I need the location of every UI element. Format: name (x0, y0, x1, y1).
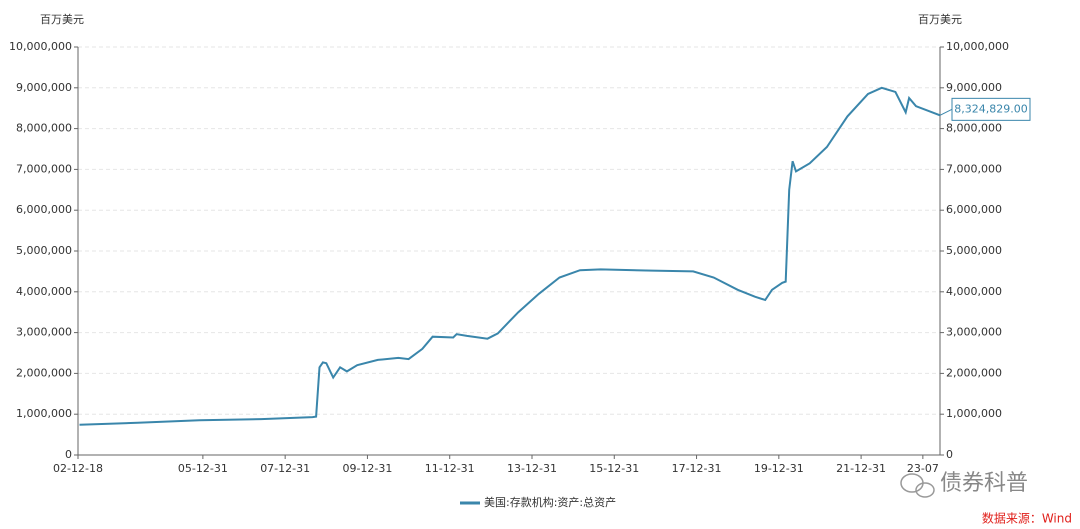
y2-tick-label: 8,000,000 (946, 122, 1002, 135)
y-tick-label: 6,000,000 (16, 203, 72, 216)
watermark-icon (900, 473, 935, 498)
x-tick-label: 05-12-31 (178, 462, 228, 475)
x-tick-label: 09-12-31 (342, 462, 392, 475)
y2-axis-label: 百万美元 (918, 13, 962, 26)
legend-label: 美国:存款机构:资产:总资产 (484, 495, 616, 509)
annotation-leader (939, 108, 953, 116)
watermark: 债券科普 (940, 471, 1028, 496)
y2-tick-label: 7,000,000 (946, 162, 1002, 175)
x-tick-label: 23-07 (907, 462, 939, 475)
y-tick-label: 2,000,000 (16, 366, 72, 379)
y2-tick-label: 4,000,000 (946, 285, 1002, 298)
y-tick-label: 10,000,000 (9, 40, 72, 53)
y2-tick-label: 0 (946, 448, 953, 461)
y2-tick-label: 2,000,000 (946, 366, 1002, 379)
y-tick-label: 9,000,000 (16, 81, 72, 94)
y-axis-label: 百万美元 (40, 13, 84, 26)
y2-tick-label: 3,000,000 (946, 326, 1002, 339)
x-tick-label: 13-12-31 (507, 462, 557, 475)
x-tick-label: 21-12-31 (836, 462, 886, 475)
y-tick-label: 3,000,000 (16, 326, 72, 339)
y-tick-label: 5,000,000 (16, 244, 72, 257)
y2-tick-label: 5,000,000 (946, 244, 1002, 257)
x-tick-label: 07-12-31 (260, 462, 310, 475)
y2-tick-label: 6,000,000 (946, 203, 1002, 216)
annotation-box (951, 97, 1031, 121)
y2-tick-label: 9,000,000 (946, 81, 1002, 94)
y-tick-label: 7,000,000 (16, 162, 72, 175)
y-tick-label: 4,000,000 (16, 285, 72, 298)
series-line (79, 86, 941, 426)
y-tick-label: 8,000,000 (16, 122, 72, 135)
x-tick-label: 02-12-18 (53, 462, 103, 475)
y2-tick-label: 1,000,000 (946, 407, 1002, 420)
annotation-label: 8,324,829.00 (954, 102, 1027, 115)
y-tick-label: 0 (65, 448, 72, 461)
x-tick-label: 15-12-31 (589, 462, 639, 475)
x-tick-label: 17-12-31 (672, 462, 722, 475)
y2-tick-label: 10,000,000 (946, 40, 1009, 53)
source: 数据来源：Wind (982, 511, 1072, 526)
x-tick-label: 11-12-31 (425, 462, 475, 475)
y-tick-label: 1,000,000 (16, 407, 72, 420)
x-tick-label: 19-12-31 (754, 462, 804, 475)
